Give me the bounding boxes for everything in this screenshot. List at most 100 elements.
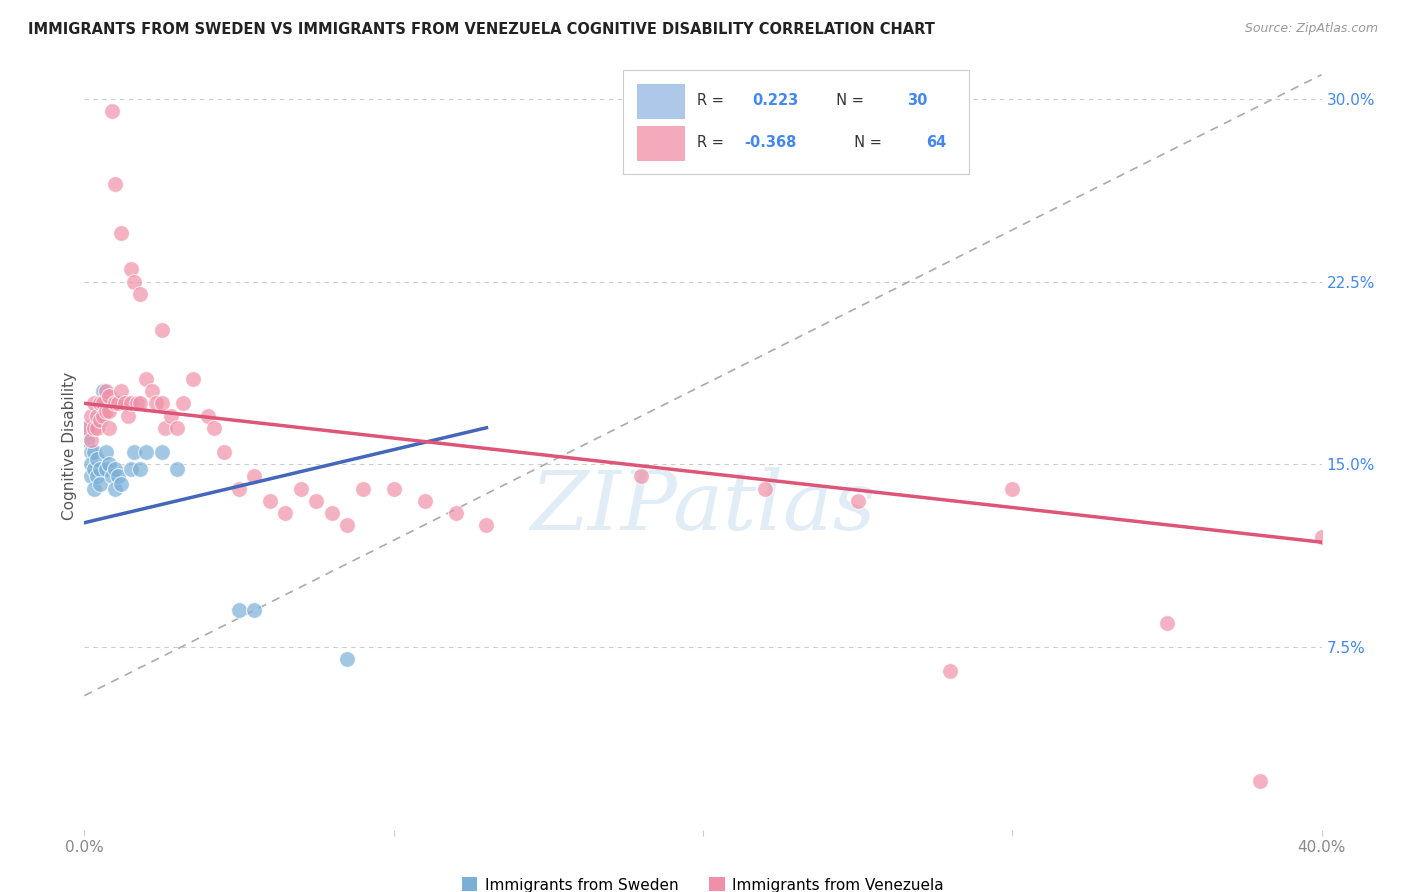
Point bbox=[145, 396, 167, 410]
Text: 64: 64 bbox=[925, 136, 946, 151]
Point bbox=[91, 396, 114, 410]
Point bbox=[259, 493, 281, 508]
Point bbox=[444, 506, 467, 520]
Point bbox=[94, 462, 117, 476]
Point bbox=[101, 469, 124, 483]
Point bbox=[1310, 530, 1333, 544]
Point bbox=[79, 469, 101, 483]
Point bbox=[83, 421, 105, 435]
Point bbox=[172, 396, 194, 410]
Point bbox=[86, 421, 108, 435]
Point bbox=[228, 603, 250, 617]
Point bbox=[202, 421, 225, 435]
Text: N =: N = bbox=[845, 136, 887, 151]
Point bbox=[181, 372, 204, 386]
Point bbox=[150, 396, 173, 410]
Point bbox=[336, 518, 359, 533]
Text: Source: ZipAtlas.com: Source: ZipAtlas.com bbox=[1244, 22, 1378, 36]
Point bbox=[104, 178, 127, 192]
Point bbox=[76, 421, 98, 435]
Point bbox=[120, 262, 142, 277]
Point bbox=[382, 482, 405, 496]
Point bbox=[94, 403, 117, 417]
Point bbox=[1249, 773, 1271, 788]
Point bbox=[89, 476, 111, 491]
Point bbox=[305, 493, 328, 508]
Point bbox=[76, 433, 98, 447]
Point bbox=[107, 396, 129, 410]
Text: IMMIGRANTS FROM SWEDEN VS IMMIGRANTS FROM VENEZUELA COGNITIVE DISABILITY CORRELA: IMMIGRANTS FROM SWEDEN VS IMMIGRANTS FRO… bbox=[28, 22, 935, 37]
Point bbox=[413, 493, 436, 508]
Point bbox=[129, 286, 152, 301]
Point bbox=[120, 396, 142, 410]
Point bbox=[83, 396, 105, 410]
Point bbox=[122, 445, 145, 459]
Point bbox=[166, 462, 188, 476]
Point bbox=[86, 452, 108, 467]
Point bbox=[630, 469, 652, 483]
Point bbox=[475, 518, 498, 533]
Point bbox=[290, 482, 312, 496]
Point bbox=[91, 384, 114, 399]
Point bbox=[321, 506, 343, 520]
Point bbox=[104, 482, 127, 496]
Point bbox=[79, 445, 101, 459]
Text: ZIPatlas: ZIPatlas bbox=[530, 467, 876, 548]
Point bbox=[104, 462, 127, 476]
Point bbox=[114, 396, 136, 410]
Text: R =: R = bbox=[697, 94, 728, 108]
Point bbox=[94, 445, 117, 459]
Point bbox=[939, 665, 962, 679]
Point bbox=[129, 396, 152, 410]
Point bbox=[274, 506, 297, 520]
Point bbox=[86, 409, 108, 423]
Point bbox=[243, 469, 266, 483]
Point bbox=[846, 493, 869, 508]
Y-axis label: Cognitive Disability: Cognitive Disability bbox=[62, 372, 77, 520]
Point bbox=[101, 104, 124, 119]
Point bbox=[1156, 615, 1178, 630]
Point bbox=[107, 469, 129, 483]
Point bbox=[110, 226, 132, 240]
Point bbox=[120, 462, 142, 476]
Point bbox=[104, 396, 127, 410]
Point bbox=[243, 603, 266, 617]
Point bbox=[98, 389, 121, 403]
Point bbox=[150, 445, 173, 459]
Point bbox=[110, 476, 132, 491]
Point bbox=[98, 457, 121, 471]
Point bbox=[125, 396, 148, 410]
Point bbox=[166, 421, 188, 435]
FancyBboxPatch shape bbox=[637, 126, 685, 161]
Point bbox=[86, 469, 108, 483]
Point bbox=[122, 275, 145, 289]
Text: N =: N = bbox=[827, 94, 869, 108]
Point bbox=[98, 403, 121, 417]
Text: 30: 30 bbox=[907, 94, 928, 108]
Point bbox=[1001, 482, 1024, 496]
Point bbox=[79, 433, 101, 447]
Point bbox=[76, 421, 98, 435]
Point bbox=[197, 409, 219, 423]
Point bbox=[79, 457, 101, 471]
Point bbox=[228, 482, 250, 496]
Point bbox=[336, 652, 359, 666]
Point bbox=[89, 462, 111, 476]
Point bbox=[153, 421, 176, 435]
Point bbox=[83, 462, 105, 476]
Point bbox=[83, 445, 105, 459]
Point bbox=[352, 482, 374, 496]
Point bbox=[135, 445, 157, 459]
Point bbox=[150, 323, 173, 337]
Point bbox=[83, 482, 105, 496]
Point bbox=[89, 396, 111, 410]
Point bbox=[212, 445, 235, 459]
Point bbox=[117, 409, 139, 423]
Point bbox=[129, 462, 152, 476]
Text: 0.223: 0.223 bbox=[752, 94, 799, 108]
Point bbox=[754, 482, 776, 496]
Point bbox=[110, 384, 132, 399]
Point bbox=[79, 409, 101, 423]
Point bbox=[89, 413, 111, 427]
Point bbox=[141, 384, 163, 399]
